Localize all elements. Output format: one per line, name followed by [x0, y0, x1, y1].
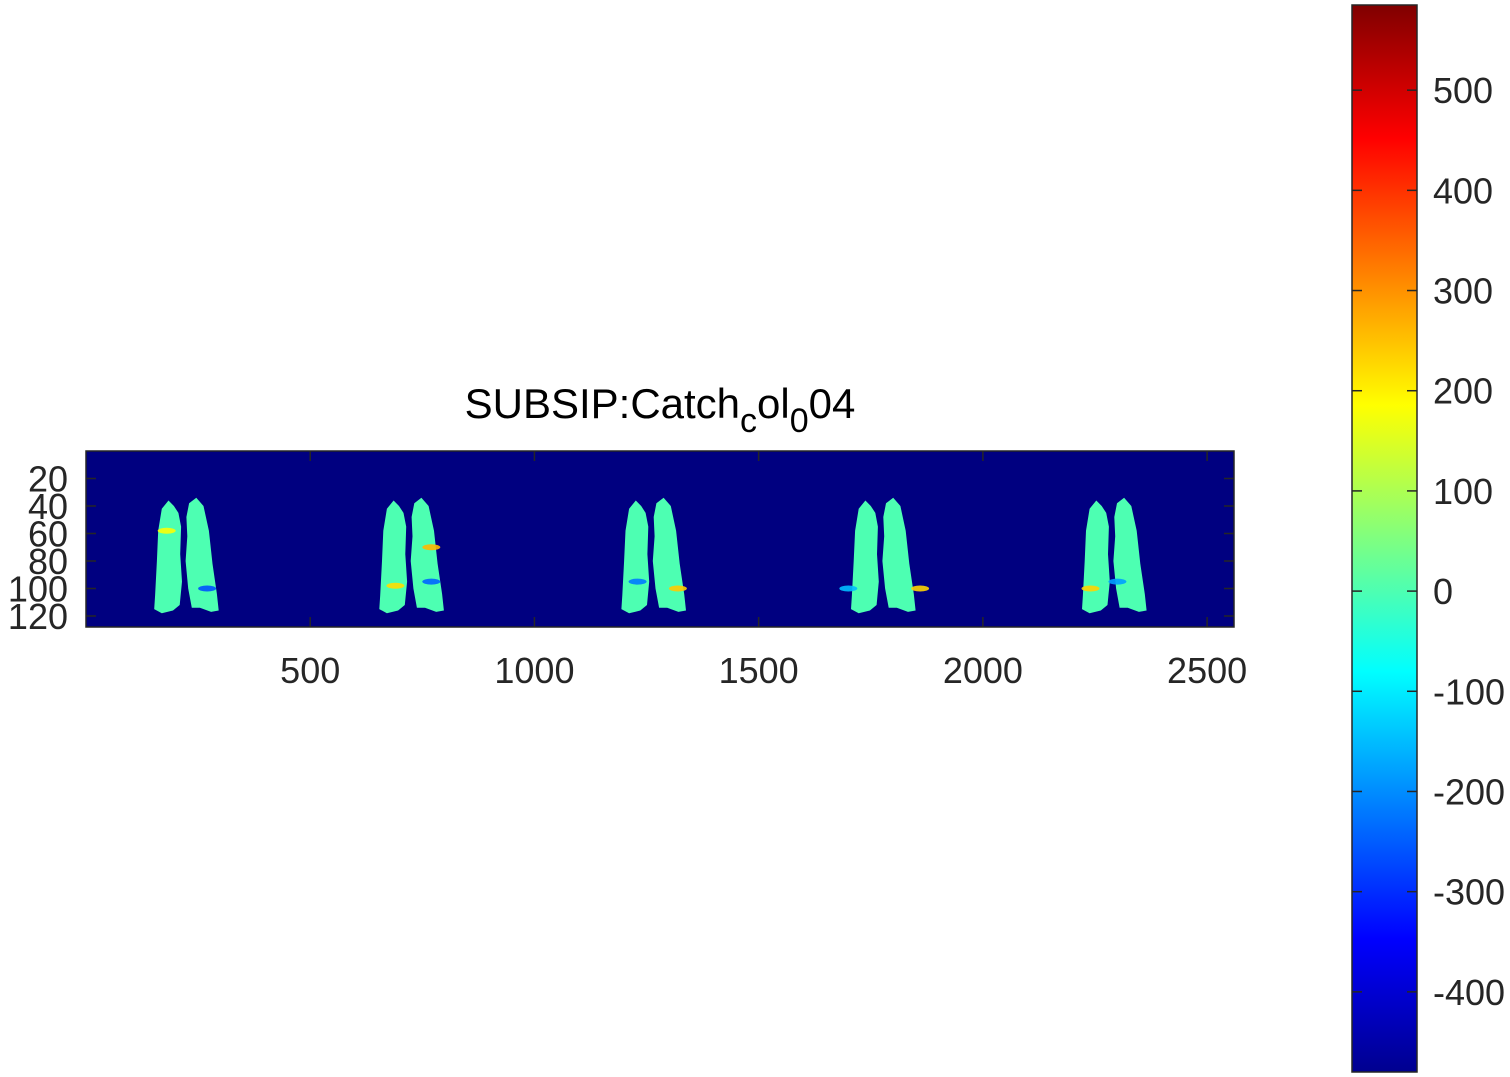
x-tick-label: 2500 [1167, 650, 1247, 691]
left-lung [851, 500, 879, 614]
heatmap-highlight [386, 582, 405, 589]
colorbar-ticks: -400 -300 -200 -100 0 100 200 300 400 500 [1352, 70, 1505, 1013]
y-tick-label: 80 [28, 541, 68, 582]
y-tick-label: 60 [28, 514, 68, 555]
heatmap-highlight [1081, 585, 1100, 592]
x-tick-label: 1500 [719, 650, 799, 691]
lung-panel [1081, 497, 1147, 614]
heatmap-highlight [198, 585, 217, 592]
title-main: SUBSIP:Catch [465, 380, 740, 427]
colorbar-tick-label: -400 [1433, 972, 1505, 1013]
x-tick-label: 1000 [494, 650, 574, 691]
x-tick-label: 2000 [943, 650, 1023, 691]
title-middle: ol [757, 380, 790, 427]
heatmap-highlight [911, 585, 930, 592]
title-tail: 04 [809, 380, 856, 427]
colorbar: -400 -300 -200 -100 0 100 200 300 400 500 [1351, 4, 1505, 1073]
colorbar-tick-label: 500 [1433, 70, 1493, 111]
colorbar-tick-label: 200 [1433, 371, 1493, 412]
right-lung [185, 497, 219, 612]
right-lung [882, 497, 916, 612]
lung-panels [154, 497, 1147, 614]
lung-panel [621, 497, 687, 614]
lung-panel [154, 497, 219, 614]
heatmap-highlight [157, 527, 176, 534]
y-tick-label: 120 [8, 596, 68, 637]
right-lung [652, 497, 686, 612]
colorbar-tick-label: -100 [1433, 671, 1505, 712]
heatmap-highlight [839, 585, 858, 592]
colorbar-tick-label: 400 [1433, 170, 1493, 211]
left-lung [621, 500, 650, 614]
heatmap-highlight [668, 585, 687, 592]
x-axis-ticks: 500 1000 1500 2000 2500 [280, 451, 1247, 691]
lung-panel [839, 497, 930, 614]
colorbar-tick-label: -300 [1433, 872, 1505, 913]
colorbar-gradient [1351, 4, 1418, 1073]
y-tick-label: 40 [28, 486, 68, 527]
heatmap-highlight [628, 578, 647, 585]
colorbar-tick-label: -200 [1433, 771, 1505, 812]
x-tick-label: 500 [280, 650, 340, 691]
plot-frame [85, 450, 1235, 628]
y-tick-label: 100 [8, 569, 68, 610]
chart-title: SUBSIP:Catchcol004 [465, 380, 856, 440]
heatmap-highlight [1108, 578, 1127, 585]
y-tick-label: 20 [28, 459, 68, 500]
colorbar-tick-label: 300 [1433, 271, 1493, 312]
colorbar-tick-label: 0 [1433, 571, 1453, 612]
title-subscript-1: c [740, 402, 757, 440]
colorbar-tick-label: 100 [1433, 471, 1493, 512]
lung-panel [379, 497, 444, 614]
left-lung [1082, 500, 1110, 614]
title-subscript-2: 0 [790, 402, 809, 440]
heatmap-highlight [422, 578, 441, 585]
heatmap-highlight [422, 544, 441, 551]
